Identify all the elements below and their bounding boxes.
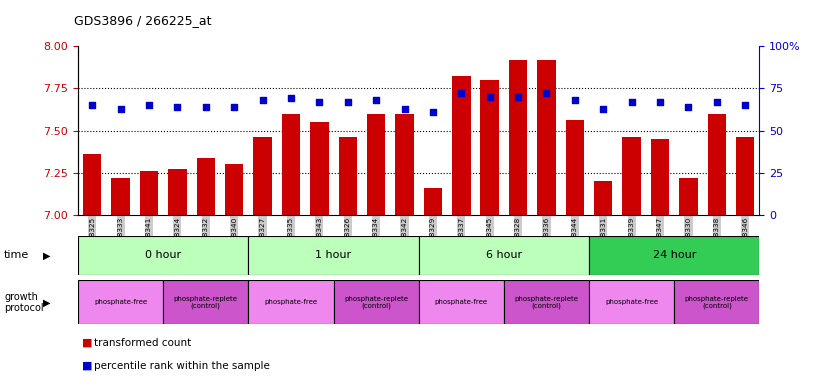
Text: phosphate-free: phosphate-free bbox=[605, 300, 658, 305]
Bar bbox=[78, 280, 163, 324]
Bar bbox=[419, 236, 589, 275]
Point bbox=[710, 99, 723, 105]
Bar bbox=[452, 76, 470, 215]
Text: ■: ■ bbox=[82, 338, 93, 348]
Text: phosphate-free: phosphate-free bbox=[94, 300, 147, 305]
Point bbox=[511, 94, 525, 100]
Point bbox=[342, 99, 355, 105]
Text: ▶: ▶ bbox=[43, 297, 50, 308]
Point bbox=[597, 106, 610, 112]
Point bbox=[85, 102, 99, 108]
Text: ▶: ▶ bbox=[43, 250, 50, 260]
Bar bbox=[112, 178, 130, 215]
Point bbox=[284, 95, 297, 101]
Bar bbox=[651, 139, 669, 215]
Point bbox=[142, 102, 155, 108]
Bar bbox=[589, 236, 759, 275]
Point bbox=[739, 102, 752, 108]
Bar bbox=[168, 169, 186, 215]
Bar bbox=[566, 121, 584, 215]
Bar bbox=[196, 157, 215, 215]
Bar bbox=[589, 280, 674, 324]
Text: percentile rank within the sample: percentile rank within the sample bbox=[94, 361, 270, 371]
Text: phosphate-free: phosphate-free bbox=[264, 300, 318, 305]
Bar bbox=[282, 114, 300, 215]
Bar bbox=[254, 137, 272, 215]
Bar bbox=[509, 60, 527, 215]
Point bbox=[398, 106, 411, 112]
Bar bbox=[83, 154, 102, 215]
Text: phosphate-replete
(control): phosphate-replete (control) bbox=[685, 296, 749, 309]
Point bbox=[227, 104, 241, 110]
Text: phosphate-replete
(control): phosphate-replete (control) bbox=[515, 296, 579, 309]
Text: growth
protocol: growth protocol bbox=[4, 291, 44, 313]
Bar bbox=[736, 137, 754, 215]
Text: time: time bbox=[4, 250, 30, 260]
Bar bbox=[163, 280, 249, 324]
Bar bbox=[248, 280, 333, 324]
Bar bbox=[419, 280, 504, 324]
Bar bbox=[395, 114, 414, 215]
Bar bbox=[140, 171, 158, 215]
Point bbox=[200, 104, 213, 110]
Point bbox=[171, 104, 184, 110]
Bar bbox=[248, 236, 419, 275]
Point bbox=[682, 104, 695, 110]
Bar bbox=[78, 236, 248, 275]
Bar bbox=[594, 181, 612, 215]
Point bbox=[313, 99, 326, 105]
Text: 0 hour: 0 hour bbox=[145, 250, 181, 260]
Text: 24 hour: 24 hour bbox=[653, 250, 696, 260]
Text: phosphate-free: phosphate-free bbox=[435, 300, 488, 305]
Point bbox=[568, 97, 581, 103]
Point bbox=[114, 106, 127, 112]
Text: transformed count: transformed count bbox=[94, 338, 191, 348]
Point bbox=[654, 99, 667, 105]
Text: 1 hour: 1 hour bbox=[315, 250, 351, 260]
Bar bbox=[310, 122, 328, 215]
Point bbox=[455, 90, 468, 96]
Point bbox=[426, 109, 439, 115]
Point bbox=[540, 90, 553, 96]
Bar bbox=[338, 137, 357, 215]
Bar bbox=[679, 178, 698, 215]
Text: GDS3896 / 266225_at: GDS3896 / 266225_at bbox=[74, 14, 211, 27]
Text: phosphate-replete
(control): phosphate-replete (control) bbox=[174, 296, 238, 309]
Bar bbox=[504, 280, 589, 324]
Bar bbox=[674, 280, 759, 324]
Text: phosphate-replete
(control): phosphate-replete (control) bbox=[344, 296, 408, 309]
Bar bbox=[333, 280, 419, 324]
Point bbox=[369, 97, 383, 103]
Bar bbox=[424, 188, 443, 215]
Point bbox=[625, 99, 638, 105]
Bar bbox=[622, 137, 641, 215]
Bar bbox=[367, 114, 385, 215]
Bar bbox=[225, 164, 243, 215]
Bar bbox=[708, 114, 726, 215]
Bar bbox=[537, 60, 556, 215]
Point bbox=[256, 97, 269, 103]
Text: ■: ■ bbox=[82, 361, 93, 371]
Text: 6 hour: 6 hour bbox=[486, 250, 522, 260]
Bar bbox=[480, 80, 499, 215]
Point bbox=[483, 94, 496, 100]
